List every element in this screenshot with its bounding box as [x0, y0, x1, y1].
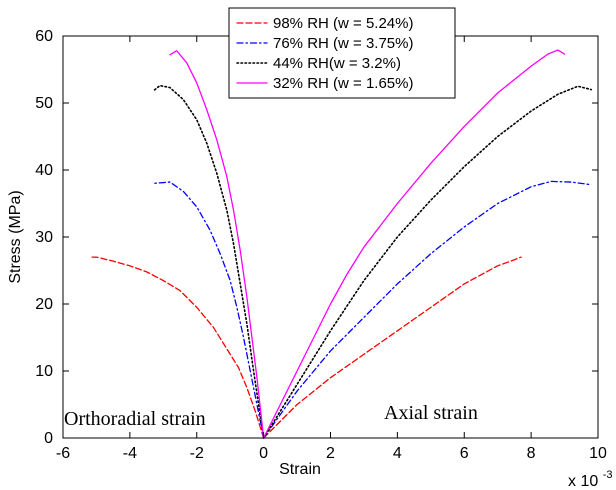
x-tick-label: -4 — [123, 445, 137, 462]
x-tick-label: 10 — [589, 445, 607, 462]
series-layer — [89, 49, 593, 439]
series-2-legend-label: 76% RH (w = 3.75%) — [273, 35, 413, 52]
series-4-orthoradial-line — [169, 50, 265, 439]
series-3-axial-line — [262, 85, 593, 439]
plot-area — [63, 36, 598, 438]
y-tick-label: 50 — [35, 95, 53, 112]
y-tick-label: 10 — [35, 363, 53, 380]
y-tick-label: 40 — [35, 162, 53, 179]
y-tick-label: 30 — [35, 229, 53, 246]
series-1-axial-line — [262, 256, 522, 439]
series-4-legend-label: 32% RH (w = 1.65%) — [273, 75, 413, 92]
annotation-axial: Axial strain — [384, 402, 478, 424]
tick-layer — [62, 35, 599, 439]
y-axis-label: Stress (MPa) — [7, 190, 24, 283]
series-3-orthoradial-line — [152, 84, 265, 439]
x-tick-label: 0 — [259, 445, 268, 462]
x-multiplier-prefix: x 10 — [568, 473, 598, 490]
x-tick-label: 4 — [393, 445, 402, 462]
x-axis-label: Strain — [279, 461, 321, 478]
y-tick-label: 0 — [44, 430, 53, 447]
series-1-legend-label: 98% RH (w = 5.24%) — [273, 15, 413, 32]
tick-label-layer: -6 -4 -2 0 2 4 6 8 10 0 10 20 30 40 50 60 — [35, 28, 607, 462]
series-2-axial-line — [262, 180, 592, 439]
x-tick-label: 6 — [460, 445, 469, 462]
x-tick-label: 8 — [527, 445, 536, 462]
y-tick-label: 20 — [35, 296, 53, 313]
series-2-orthoradial-line — [152, 181, 265, 439]
x-multiplier-label: x 10 -3 — [568, 469, 612, 490]
series-3-legend-label: 44% RH(w = 3.2%) — [273, 55, 401, 72]
x-tick-label: -2 — [190, 445, 204, 462]
series-4-axial-line — [262, 49, 566, 439]
x-multiplier-exponent: -3 — [603, 469, 613, 481]
y-tick-label: 60 — [35, 28, 53, 45]
x-tick-label: -6 — [56, 445, 70, 462]
annotation-orthoradial: Orthoradial strain — [64, 408, 206, 430]
legend: 98% RH (w = 5.24%) 76% RH (w = 3.75%) 44% … — [228, 7, 456, 99]
series-1-orthoradial-line — [89, 256, 265, 439]
x-tick-label: 2 — [326, 445, 335, 462]
